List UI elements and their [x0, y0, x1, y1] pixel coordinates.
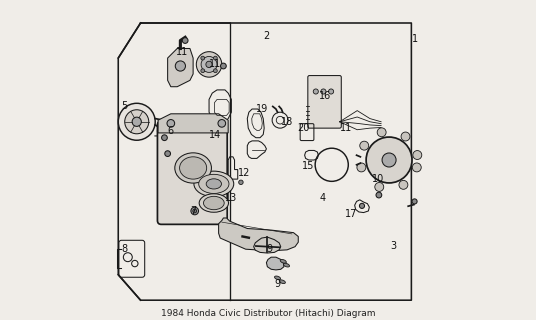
- Text: 2: 2: [263, 31, 270, 41]
- Circle shape: [213, 56, 217, 60]
- Circle shape: [399, 180, 408, 189]
- Polygon shape: [266, 257, 284, 270]
- Text: 9: 9: [274, 279, 281, 289]
- Circle shape: [412, 199, 417, 204]
- Circle shape: [401, 132, 410, 141]
- Circle shape: [201, 56, 205, 60]
- Text: 16: 16: [319, 91, 331, 101]
- Ellipse shape: [204, 196, 224, 210]
- Text: 4: 4: [319, 193, 325, 203]
- Text: 11: 11: [176, 47, 188, 57]
- Text: 11: 11: [340, 123, 352, 133]
- Text: 1984 Honda Civic Distributor (Hitachi) Diagram: 1984 Honda Civic Distributor (Hitachi) D…: [161, 309, 375, 318]
- Text: 10: 10: [372, 174, 384, 184]
- Circle shape: [413, 151, 422, 159]
- Polygon shape: [219, 218, 298, 251]
- Text: 5: 5: [121, 101, 127, 111]
- Circle shape: [206, 61, 212, 68]
- Circle shape: [201, 69, 205, 73]
- Text: 11: 11: [209, 60, 221, 69]
- Circle shape: [196, 52, 222, 77]
- Ellipse shape: [280, 260, 286, 263]
- Circle shape: [175, 61, 185, 71]
- Text: 14: 14: [209, 130, 221, 140]
- Circle shape: [375, 182, 384, 191]
- Circle shape: [161, 135, 167, 140]
- Circle shape: [382, 153, 396, 167]
- Circle shape: [239, 180, 243, 185]
- Circle shape: [193, 209, 197, 213]
- Text: 19: 19: [256, 104, 268, 114]
- Ellipse shape: [206, 179, 221, 189]
- Circle shape: [360, 203, 364, 208]
- Circle shape: [357, 163, 366, 172]
- Ellipse shape: [274, 276, 281, 280]
- Text: 18: 18: [281, 117, 293, 127]
- Ellipse shape: [175, 153, 211, 183]
- FancyBboxPatch shape: [308, 76, 341, 128]
- Circle shape: [220, 63, 226, 69]
- Text: 6: 6: [168, 126, 174, 136]
- Ellipse shape: [199, 194, 228, 212]
- Text: 15: 15: [302, 161, 314, 172]
- Circle shape: [218, 120, 226, 127]
- Circle shape: [201, 56, 217, 72]
- Circle shape: [125, 110, 149, 134]
- Circle shape: [329, 89, 333, 94]
- Text: 8: 8: [122, 244, 128, 254]
- Text: 17: 17: [345, 209, 357, 219]
- Circle shape: [321, 89, 326, 94]
- Circle shape: [191, 207, 198, 215]
- Text: 20: 20: [297, 123, 310, 133]
- Text: 7: 7: [190, 206, 196, 216]
- Circle shape: [165, 151, 170, 156]
- Circle shape: [167, 120, 175, 127]
- Circle shape: [376, 192, 382, 198]
- Ellipse shape: [284, 263, 289, 267]
- Circle shape: [118, 103, 155, 140]
- Circle shape: [366, 137, 412, 183]
- Text: 13: 13: [225, 193, 237, 203]
- Circle shape: [360, 141, 369, 150]
- Circle shape: [182, 38, 188, 44]
- Ellipse shape: [194, 171, 234, 197]
- Ellipse shape: [199, 174, 229, 194]
- Text: 3: 3: [391, 241, 397, 251]
- Circle shape: [377, 128, 386, 137]
- Text: 1: 1: [412, 34, 418, 44]
- FancyBboxPatch shape: [158, 121, 227, 224]
- Ellipse shape: [180, 157, 207, 179]
- Polygon shape: [254, 237, 281, 253]
- Text: 9: 9: [266, 244, 273, 254]
- Circle shape: [313, 89, 318, 94]
- Ellipse shape: [279, 280, 285, 284]
- Circle shape: [213, 69, 217, 73]
- Text: 12: 12: [238, 168, 250, 178]
- Polygon shape: [168, 49, 193, 87]
- Circle shape: [132, 117, 142, 126]
- Polygon shape: [158, 114, 228, 133]
- Circle shape: [412, 163, 421, 172]
